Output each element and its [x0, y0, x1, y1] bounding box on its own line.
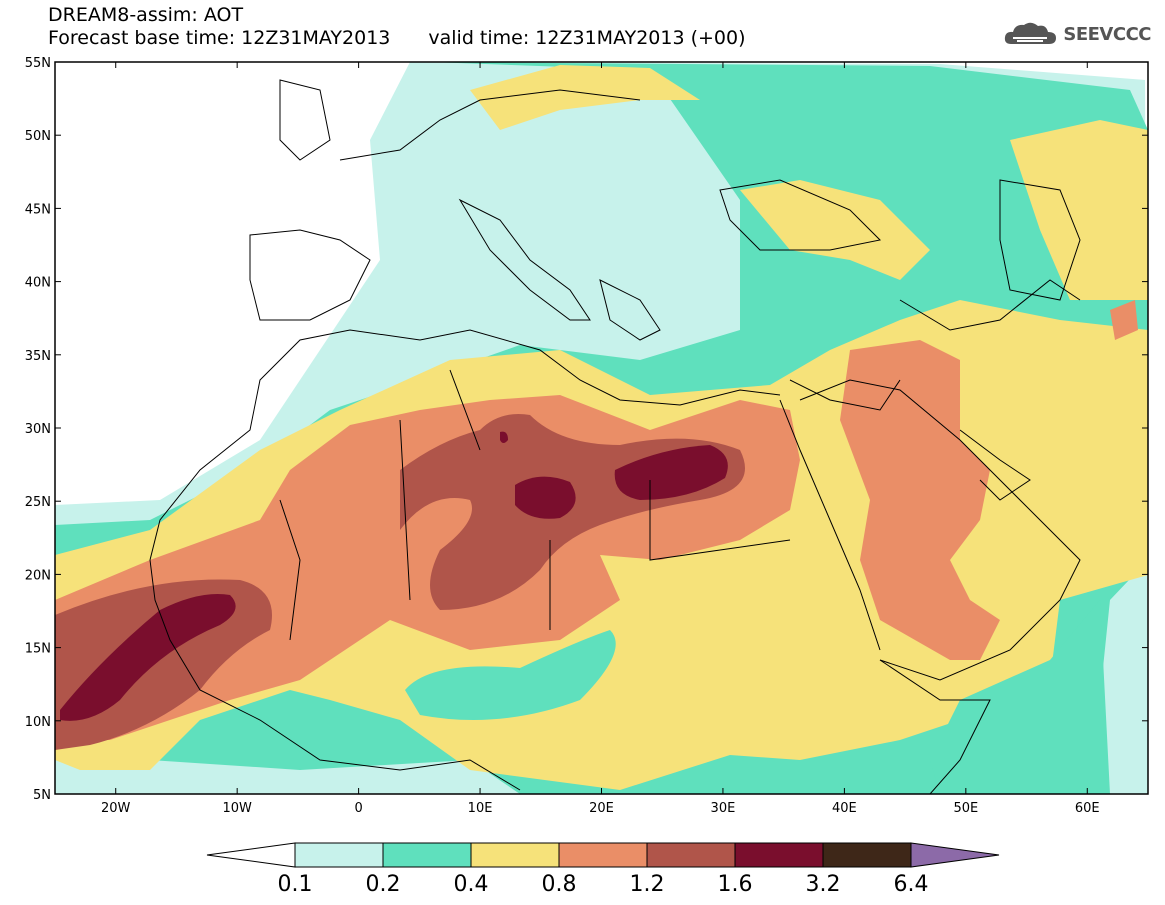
lat-tick-label: 50N [25, 129, 51, 144]
contour-0.4-ne [1010, 120, 1148, 300]
chart-header: DREAM8-assim: AOT Forecast base time: 12… [48, 4, 746, 50]
coast-caspian [999, 179, 1081, 301]
contour-0.8-arabia [840, 340, 1000, 660]
contour-0.4-central-europe [470, 65, 700, 130]
contour-1.6-libya [515, 476, 576, 519]
coast-greece [599, 279, 661, 341]
colorbar: 0.1 0.2 0.4 0.8 1.2 1.6 3.2 6.4 [206, 842, 1000, 897]
coast-europe-north [339, 89, 641, 161]
coast-west-africa [149, 559, 521, 791]
lat-tick-label: 10N [25, 715, 51, 730]
lat-tick-label: 30N [25, 422, 51, 437]
lon-tick-label: 40E [832, 801, 857, 816]
coast-horn [879, 659, 991, 794]
colorbar-swatch [558, 842, 648, 868]
lat-tick-label: 55N [25, 56, 51, 71]
aot-field [55, 62, 1148, 794]
longitude-axis: 20W 10W 0 10E 20E 30E 40E 50E 60E [101, 62, 1100, 816]
seevccc-logo: SEEVCCC [1003, 20, 1151, 48]
coast-north-africa [149, 329, 781, 561]
time-line: Forecast base time: 12Z31MAY2013 valid ti… [48, 27, 746, 50]
border-sahara [279, 369, 791, 641]
lon-tick-label: 10W [222, 801, 252, 816]
coast-red-sea [779, 399, 881, 651]
coast-persian-gulf [959, 429, 1031, 501]
chart-title: DREAM8-assim: AOT [48, 4, 244, 26]
valid-time: valid time: 12Z31MAY2013 (+00) [428, 27, 746, 49]
colorbar-label: 6.4 [894, 872, 929, 897]
colorbar-swatch [294, 842, 384, 868]
colorbar-swatch [822, 842, 912, 868]
lon-tick-label: 0 [354, 801, 362, 816]
colorbar-label: 3.2 [806, 872, 841, 897]
coastlines [149, 79, 1081, 794]
border-middle-east [789, 279, 1081, 411]
latitude-axis: 55N 50N 45N 40N 35N 30N 25N 20N 15N 10N 5N [25, 56, 1148, 803]
coast-iberia [249, 229, 371, 321]
lat-tick-label: 15N [25, 642, 51, 657]
lat-tick-label: 45N [25, 202, 51, 217]
coast-black-sea [719, 179, 882, 251]
contour-0.8-caspian [1110, 300, 1138, 340]
coast-arabia [799, 379, 1081, 681]
colorbar-label: 0.1 [278, 872, 313, 897]
colorbar-swatch [470, 842, 560, 868]
lon-tick-label: 10E [468, 801, 493, 816]
coast-britain [279, 79, 331, 161]
cloud-icon [1005, 22, 1057, 44]
lat-tick-label: 20N [25, 568, 51, 583]
colorbar-swatch [734, 842, 824, 868]
colorbar-label: 0.8 [542, 872, 577, 897]
colorbar-swatch [382, 842, 472, 868]
lon-tick-label: 20W [101, 801, 131, 816]
logo-text: SEEVCCC [1063, 23, 1151, 45]
colorbar-swatch [646, 842, 736, 868]
contour-1.6-egypt [614, 445, 728, 500]
colorbar-label: 0.2 [366, 872, 401, 897]
contour-0.2-horn [930, 600, 1110, 794]
base-time: Forecast base time: 12Z31MAY2013 [48, 27, 391, 49]
coast-italy [458, 198, 591, 321]
contour-0.2-west-africa [405, 630, 616, 720]
lat-tick-label: 40N [25, 276, 51, 291]
colorbar-label: 1.2 [630, 872, 665, 897]
colorbar-label: 1.6 [718, 872, 753, 897]
lon-tick-label: 20E [589, 801, 614, 816]
colorbar-label: 0.4 [454, 872, 489, 897]
lon-tick-label: 50E [953, 801, 978, 816]
contour-0.4-black-sea [740, 180, 930, 280]
lat-tick-label: 25N [25, 495, 51, 510]
lon-tick-label: 60E [1075, 801, 1100, 816]
lon-tick-label: 30E [711, 801, 736, 816]
contour-1.6-algeria [500, 431, 508, 443]
lat-tick-label: 35N [25, 349, 51, 364]
colorbar-arrow-low [206, 842, 296, 868]
lat-tick-label: 5N [33, 788, 51, 803]
contour-1.6 [60, 594, 236, 721]
colorbar-arrow-high [910, 842, 1000, 868]
